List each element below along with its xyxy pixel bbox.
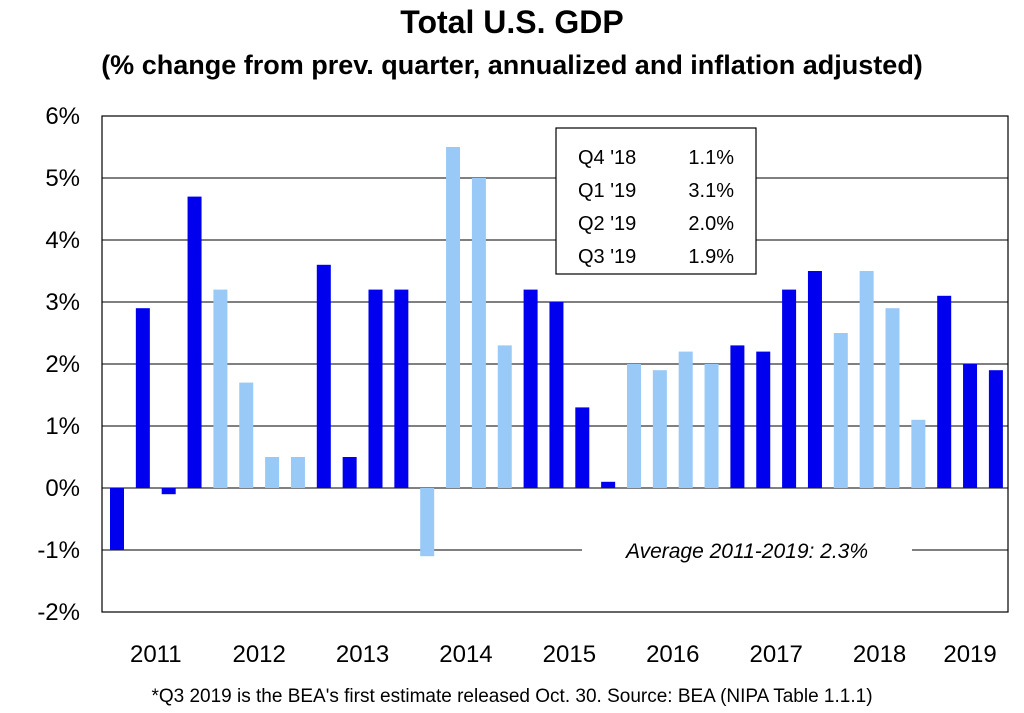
bar xyxy=(678,351,693,488)
bar xyxy=(885,308,900,488)
bar xyxy=(807,271,822,488)
y-tick-label: 2% xyxy=(45,351,80,378)
bar xyxy=(420,488,435,557)
bar xyxy=(549,302,564,488)
table-box xyxy=(555,127,757,275)
bar xyxy=(213,289,228,488)
y-tick-label: 6% xyxy=(45,103,80,130)
bar xyxy=(446,147,461,488)
bar xyxy=(290,457,305,488)
y-tick-label: 0% xyxy=(45,475,80,502)
bar xyxy=(963,364,978,488)
chart-subtitle: (% change from prev. quarter, annualized… xyxy=(101,50,923,80)
table-quarter: Q1 '19 xyxy=(578,180,636,202)
bar xyxy=(859,271,874,488)
plot-frame xyxy=(101,115,1009,613)
bar xyxy=(161,488,176,495)
table-quarter: Q4 '18 xyxy=(578,147,636,169)
axes xyxy=(101,115,1009,613)
bar xyxy=(316,264,331,488)
bar xyxy=(601,481,616,488)
table-value: 3.1% xyxy=(688,180,734,202)
bar xyxy=(471,178,486,488)
bar xyxy=(368,289,383,488)
bar xyxy=(187,196,202,488)
bar xyxy=(265,457,280,488)
year-label: 2016 xyxy=(646,641,699,668)
y-tick-label: 1% xyxy=(45,413,80,440)
year-label: 2015 xyxy=(543,641,596,668)
table-value: 1.9% xyxy=(688,246,734,268)
bar xyxy=(730,345,745,488)
latest-quarters-table: Q4 '18 1.1% Q1 '19 3.1% Q2 '19 2.0% Q3 '19 1.9% xyxy=(555,127,757,275)
year-label: 2012 xyxy=(232,641,285,668)
bar xyxy=(652,370,667,488)
bar xyxy=(937,295,952,488)
table-value: 1.1% xyxy=(688,147,734,169)
year-label: 2017 xyxy=(749,641,802,668)
bar xyxy=(704,364,719,488)
bar xyxy=(110,488,124,550)
bar xyxy=(756,351,771,488)
chart-title: Total U.S. GDP xyxy=(400,4,624,40)
y-tick-label: -2% xyxy=(37,599,80,626)
table-value: 2.0% xyxy=(688,213,734,235)
bar xyxy=(575,407,590,488)
average-label: Average 2011-2019: 2.3% xyxy=(624,540,868,563)
year-label: 2013 xyxy=(336,641,389,668)
year-label: 2019 xyxy=(943,641,996,668)
bar xyxy=(523,289,538,488)
year-label: 2014 xyxy=(439,641,492,668)
y-tick-label: -1% xyxy=(37,537,80,564)
year-label: 2011 xyxy=(130,641,182,668)
table-quarter: Q2 '19 xyxy=(578,213,636,235)
bar xyxy=(342,457,357,488)
average-label-background xyxy=(582,536,912,564)
y-tick-labels: 6% 5% 4% 3% 2% 1% 0% -1% -2% xyxy=(37,103,80,626)
bars xyxy=(110,147,1003,557)
y-tick-label: 4% xyxy=(45,227,80,254)
bar xyxy=(135,308,150,488)
year-label: 2018 xyxy=(853,641,906,668)
bar xyxy=(988,370,1003,488)
bar xyxy=(239,382,254,488)
table-quarter: Q3 '19 xyxy=(578,246,636,268)
y-tick-label: 5% xyxy=(45,165,80,192)
footnote: *Q3 2019 is the BEA's first estimate rel… xyxy=(151,686,873,707)
y-tick-label: 3% xyxy=(45,289,80,316)
bar xyxy=(497,345,512,488)
year-labels: 2011 2012 2013 2014 2015 2016 2017 2018 2019 xyxy=(130,641,997,668)
bar xyxy=(627,364,641,488)
bar xyxy=(911,419,926,488)
bar xyxy=(833,333,848,488)
bar xyxy=(394,289,409,488)
average-annotation: Average 2011-2019: 2.3% xyxy=(582,536,912,564)
bar xyxy=(782,289,797,488)
